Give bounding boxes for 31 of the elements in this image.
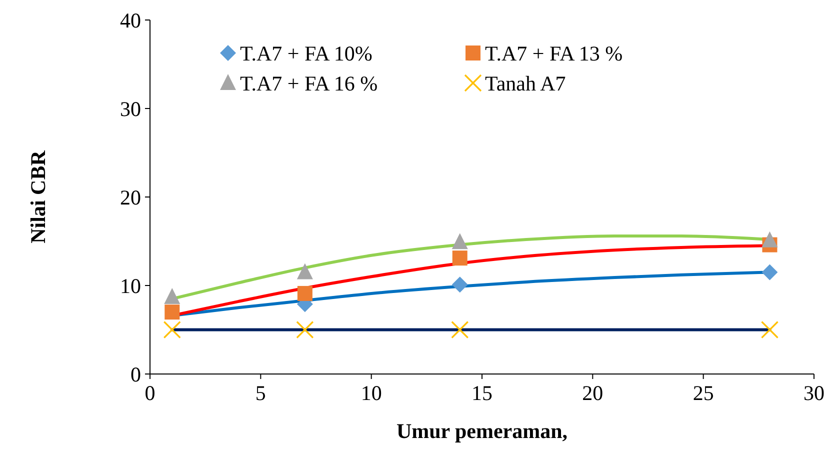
y-tick-label: 30 (120, 96, 141, 121)
x-tick-label: 5 (255, 381, 266, 405)
x-tick-label: 10 (360, 381, 382, 405)
legend-label: Tanah A7 (485, 71, 566, 96)
point (297, 286, 312, 301)
y-tick-label: 0 (130, 362, 141, 386)
point (452, 250, 468, 266)
x-tick-label: 20 (582, 381, 604, 405)
y-tick-label: 10 (120, 274, 141, 298)
x-tick-label: 15 (472, 381, 492, 405)
y-axis-title: Nilai CBR (26, 150, 50, 244)
point (296, 320, 314, 339)
legend-label: T.A7 + FA 13 % (485, 41, 623, 66)
x-tick-label: 0 (144, 381, 156, 405)
point (163, 320, 181, 339)
point (762, 231, 778, 248)
point (762, 264, 778, 280)
point (164, 288, 180, 304)
point (164, 304, 180, 320)
legend-label: T.A7 + FA 16 % (240, 71, 378, 96)
y-tick-label: 40 (120, 8, 141, 32)
legend-label: T.A7 + FA 10% (240, 41, 372, 66)
x-axis-title: Umur pemeraman, (396, 419, 568, 443)
x-tick-label: 30 (804, 381, 824, 405)
point (296, 263, 313, 280)
point (451, 320, 469, 339)
point (452, 276, 468, 293)
x-tick-label: 25 (692, 381, 714, 405)
y-tick-label: 20 (120, 185, 141, 210)
point (760, 320, 779, 339)
point (452, 233, 468, 250)
